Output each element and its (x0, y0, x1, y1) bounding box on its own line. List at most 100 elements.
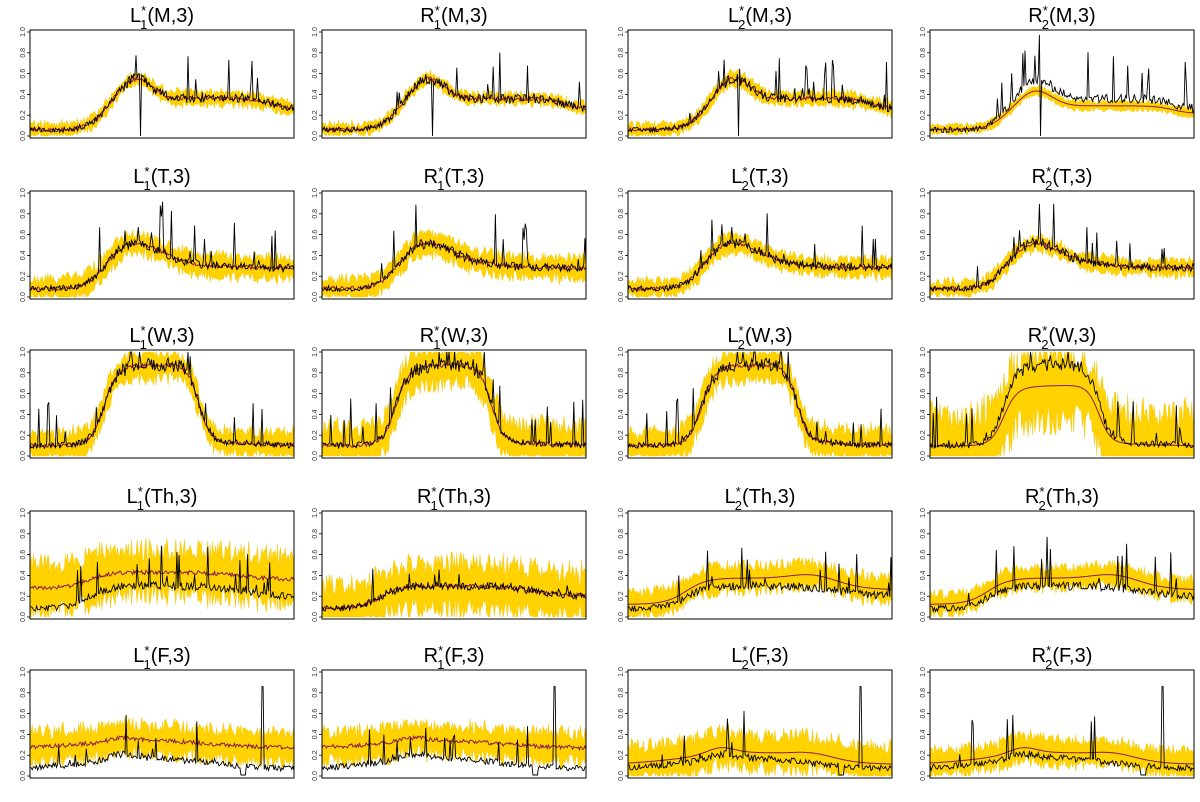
panel-T-2: R* 1(T,3) 0.0 0.2 0.4 0.6 0.8 1.0 (308, 163, 608, 323)
y-tick-label: 0.8 (312, 48, 319, 58)
panel-Th-2: R* 1(Th,3) 0.0 0.2 0.4 0.6 0.8 1.0 (308, 483, 608, 643)
y-tick-label: 0.4 (312, 570, 319, 580)
observed-line (321, 686, 587, 776)
y-axis: 0.0 0.2 0.4 0.6 0.8 1.0 (312, 347, 322, 461)
y-tick-label: 1.0 (312, 347, 319, 357)
y-tick-label: 1.0 (618, 347, 625, 357)
y-tick-label: 0.4 (920, 250, 927, 260)
interval-band (29, 72, 295, 137)
panel-svg: R* 1(W,3) 0.0 0.2 0.4 0.6 0.8 1.0 (312, 323, 587, 461)
title-arg: (F,3) (444, 645, 484, 667)
panel-W-3: L* 2(W,3) 0.0 0.2 0.4 0.6 0.8 1.0 (614, 322, 914, 482)
panel-T-1: L* 1(T,3) 0.0 0.2 0.4 0.6 0.8 1.0 (16, 163, 316, 323)
title-star: * (742, 643, 747, 658)
plot-frame (321, 349, 587, 459)
panel-svg: L* 1(M,3) 0.0 0.2 0.4 0.6 0.8 1.0 (20, 3, 295, 141)
title-base: R (424, 166, 438, 188)
panel-title: L* 1(F,3) (133, 643, 190, 672)
plot-frame (627, 190, 893, 300)
y-tick-label: 0.2 (920, 271, 927, 281)
panel-Th-3: L* 2(Th,3) 0.0 0.2 0.4 0.6 0.8 1.0 (614, 483, 914, 643)
y-axis: 0.0 0.2 0.4 0.6 0.8 1.0 (920, 347, 930, 461)
panel-svg: L* 1(T,3) 0.0 0.2 0.4 0.6 0.8 1.0 (20, 164, 295, 302)
y-axis: 0.0 0.2 0.4 0.6 0.8 1.0 (312, 27, 322, 141)
interval-band (627, 231, 893, 298)
title-arg: (M,3) (441, 5, 488, 27)
y-tick-label: 1.0 (20, 27, 27, 37)
panel-M-2: R* 1(M,3) 0.0 0.2 0.4 0.6 0.8 1.0 (308, 2, 608, 162)
observed-line (929, 686, 1195, 776)
plot-frame (29, 349, 295, 459)
title-base: L (731, 166, 742, 188)
title-arg: (Th,3) (742, 486, 795, 508)
plot-frame (29, 510, 295, 620)
y-axis: 0.0 0.2 0.4 0.6 0.8 1.0 (20, 347, 30, 461)
y-tick-label: 0.4 (618, 409, 625, 419)
panel-T-4: R* 2(T,3) 0.0 0.2 0.4 0.6 0.8 1.0 (916, 163, 1200, 323)
interval-band (321, 69, 587, 137)
y-tick-label: 0.4 (312, 250, 319, 260)
title-star: * (438, 643, 443, 658)
observed-line (321, 351, 587, 449)
title-base: R (1028, 5, 1042, 27)
y-tick-label: 0.2 (618, 271, 625, 281)
y-tick-label: 0.2 (20, 591, 27, 601)
title-sub: 2 (735, 498, 742, 513)
panel-title: R* 1(T,3) (424, 164, 485, 193)
y-tick-label: 0.6 (312, 709, 319, 719)
panel-svg: L* 1(W,3) 0.0 0.2 0.4 0.6 0.8 1.0 (20, 323, 295, 461)
y-tick-label: 0.4 (920, 570, 927, 580)
panel-svg: L* 2(M,3) 0.0 0.2 0.4 0.6 0.8 1.0 (618, 3, 893, 141)
y-tick-label: 0.2 (618, 750, 625, 760)
panel-M-4: R* 2(M,3) 0.0 0.2 0.4 0.6 0.8 1.0 (916, 2, 1200, 162)
y-tick-label: 0.8 (20, 688, 27, 698)
panel-title: R* 2(Th,3) (1025, 484, 1099, 513)
y-tick-label: 0.8 (312, 688, 319, 698)
y-tick-label: 0.0 (618, 451, 625, 461)
title-sub: 1 (143, 657, 150, 672)
title-star: * (144, 164, 149, 179)
title-base: R (417, 486, 431, 508)
title-star: * (739, 3, 744, 18)
y-tick-label: 0.0 (20, 451, 27, 461)
title-star: * (144, 643, 149, 658)
observed-line (627, 213, 893, 293)
interval-band (321, 228, 587, 298)
panel-svg: R* 1(F,3) 0.0 0.2 0.4 0.6 0.8 1.0 (312, 643, 587, 781)
y-tick-label: 0.4 (20, 409, 27, 419)
panel-W-2: R* 1(W,3) 0.0 0.2 0.4 0.6 0.8 1.0 (308, 322, 608, 482)
title-base: R (1032, 166, 1046, 188)
observed-line (929, 536, 1195, 613)
panel-title: L* 2(W,3) (727, 323, 792, 352)
panel-svg: R* 2(W,3) 0.0 0.2 0.4 0.6 0.8 1.0 (920, 323, 1195, 461)
y-tick-label: 0.8 (20, 48, 27, 58)
median-line (628, 747, 892, 765)
observed-line (29, 201, 295, 294)
title-sub: 1 (140, 337, 147, 352)
observed-line (321, 52, 587, 137)
title-arg: (Th,3) (438, 486, 491, 508)
panel-F-3: L* 2(F,3) 0.0 0.2 0.4 0.6 0.8 1.0 (614, 642, 914, 802)
y-tick-label: 0.4 (618, 89, 625, 99)
y-tick-label: 0.2 (618, 430, 625, 440)
panel-F-2: R* 1(F,3) 0.0 0.2 0.4 0.6 0.8 1.0 (308, 642, 608, 802)
y-tick-label: 0.6 (20, 230, 27, 240)
panel-title: R* 2(W,3) (1028, 323, 1097, 352)
panel-title: L* 2(Th,3) (725, 484, 796, 513)
median-line (930, 90, 1195, 130)
median-line (321, 734, 587, 752)
panel-title: L* 2(M,3) (728, 3, 792, 32)
y-tick-label: 0.4 (312, 409, 319, 419)
panel-svg: R* 2(Th,3) 0.0 0.2 0.4 0.6 0.8 1.0 (920, 484, 1195, 622)
y-tick-label: 1.0 (312, 27, 319, 37)
y-tick-label: 1.0 (920, 27, 927, 37)
panel-svg: L* 1(Th,3) 0.0 0.2 0.4 0.6 0.8 1.0 (20, 484, 295, 622)
y-tick-label: 0.6 (618, 69, 625, 79)
panel-Th-1: L* 1(Th,3) 0.0 0.2 0.4 0.6 0.8 1.0 (16, 483, 316, 643)
title-base: L (728, 5, 739, 27)
y-axis: 0.0 0.2 0.4 0.6 0.8 1.0 (920, 188, 930, 302)
y-tick-label: 0.8 (312, 529, 319, 539)
y-tick-label: 1.0 (20, 188, 27, 198)
title-star: * (742, 164, 747, 179)
title-sub: 2 (741, 657, 748, 672)
